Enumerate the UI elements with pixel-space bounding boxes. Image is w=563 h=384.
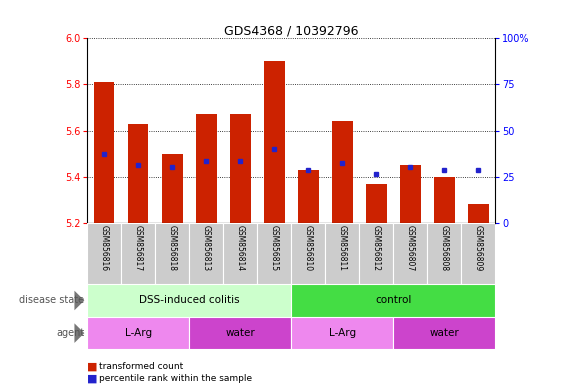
- Text: control: control: [375, 295, 412, 306]
- Bar: [257, 223, 292, 284]
- Text: GSM856807: GSM856807: [406, 225, 415, 271]
- Text: disease state: disease state: [19, 295, 84, 306]
- Bar: [224, 223, 257, 284]
- Text: GSM856814: GSM856814: [236, 225, 245, 271]
- Bar: [162, 154, 182, 223]
- Bar: [468, 204, 489, 223]
- Bar: [196, 114, 217, 223]
- Bar: [366, 184, 387, 223]
- Bar: [325, 223, 359, 284]
- Text: GSM856810: GSM856810: [304, 225, 313, 271]
- Text: GSM856815: GSM856815: [270, 225, 279, 271]
- Bar: [292, 223, 325, 284]
- Bar: [434, 177, 455, 223]
- Text: GSM856818: GSM856818: [168, 225, 177, 271]
- Text: percentile rank within the sample: percentile rank within the sample: [99, 374, 252, 383]
- Text: GSM856813: GSM856813: [202, 225, 211, 271]
- Text: ■: ■: [87, 362, 98, 372]
- Bar: [462, 223, 495, 284]
- Bar: [332, 121, 352, 223]
- Text: transformed count: transformed count: [99, 362, 183, 371]
- Text: water: water: [225, 328, 255, 338]
- Text: GSM856812: GSM856812: [372, 225, 381, 271]
- Text: water: water: [430, 328, 459, 338]
- Polygon shape: [74, 291, 84, 310]
- Bar: [155, 223, 189, 284]
- Bar: [128, 124, 149, 223]
- Text: GSM856809: GSM856809: [474, 225, 483, 271]
- Bar: [394, 317, 495, 349]
- Polygon shape: [74, 323, 84, 343]
- Text: GSM856811: GSM856811: [338, 225, 347, 271]
- Bar: [400, 165, 421, 223]
- Text: agent: agent: [56, 328, 84, 338]
- Text: L-Arg: L-Arg: [329, 328, 356, 338]
- Bar: [87, 223, 121, 284]
- Bar: [94, 82, 114, 223]
- Text: GSM856816: GSM856816: [100, 225, 109, 271]
- Title: GDS4368 / 10392796: GDS4368 / 10392796: [224, 24, 359, 37]
- Text: L-Arg: L-Arg: [125, 328, 152, 338]
- Text: GSM856808: GSM856808: [440, 225, 449, 271]
- Bar: [427, 223, 462, 284]
- Bar: [292, 317, 394, 349]
- Bar: [394, 223, 427, 284]
- Bar: [298, 170, 319, 223]
- Text: ■: ■: [87, 373, 98, 383]
- Bar: [121, 223, 155, 284]
- Bar: [189, 223, 224, 284]
- Bar: [264, 61, 284, 223]
- Text: DSS-induced colitis: DSS-induced colitis: [139, 295, 240, 306]
- Bar: [292, 284, 495, 317]
- Bar: [87, 284, 292, 317]
- Bar: [87, 317, 189, 349]
- Bar: [230, 114, 251, 223]
- Bar: [189, 317, 292, 349]
- Bar: [359, 223, 394, 284]
- Text: GSM856817: GSM856817: [134, 225, 143, 271]
